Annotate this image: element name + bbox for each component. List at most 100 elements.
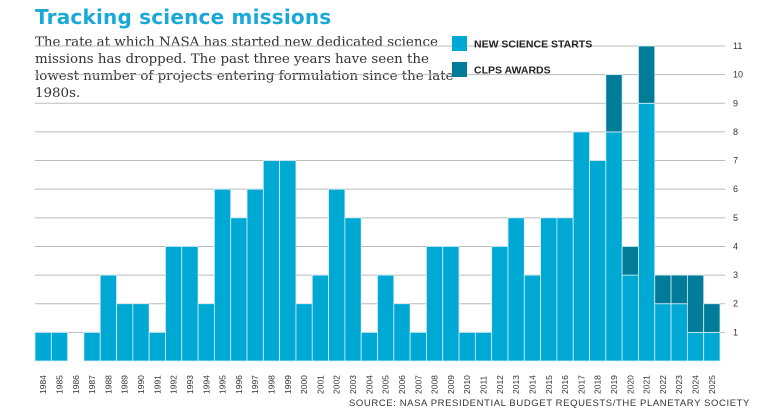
x-tick-label: 1987 xyxy=(87,375,97,394)
x-tick-label: 2000 xyxy=(299,375,309,394)
y-tick-label: 7 xyxy=(733,156,738,166)
legend-label: CLPS AWARDS xyxy=(474,65,551,77)
bar-new-science-starts-2009 xyxy=(442,246,460,362)
bar-new-science-starts-1998 xyxy=(262,160,281,362)
x-tick-label: 1999 xyxy=(283,375,293,394)
x-tick-label: 1996 xyxy=(234,375,244,394)
bar-new-science-starts-1989 xyxy=(116,303,134,362)
x-tick-label: 1986 xyxy=(71,375,81,394)
bar-new-science-starts-2000 xyxy=(295,303,313,362)
bar-new-science-starts-1985 xyxy=(50,331,69,362)
bar-new-science-starts-1991 xyxy=(148,331,166,362)
y-tick-label: 9 xyxy=(733,98,738,108)
bar-new-science-starts-2004 xyxy=(360,331,378,362)
x-tick-label: 2010 xyxy=(462,375,472,394)
x-tick-label: 2005 xyxy=(381,375,391,394)
legend-label: NEW SCIENCE STARTS xyxy=(474,39,592,51)
y-tick-label: 6 xyxy=(733,184,738,194)
x-tick-label: 2015 xyxy=(544,375,554,394)
x-tick-label: 2018 xyxy=(593,375,603,394)
bar-new-science-starts-1993 xyxy=(181,246,199,362)
bar-new-science-starts-1996 xyxy=(230,217,248,362)
x-tick-label: 2014 xyxy=(527,375,537,394)
x-tick-label: 2016 xyxy=(560,375,570,394)
x-tick-label: 1988 xyxy=(103,375,113,394)
bar-new-science-starts-2001 xyxy=(311,274,329,362)
bar-new-science-starts-2020 xyxy=(621,274,639,362)
bar-new-science-starts-1987 xyxy=(83,331,101,362)
x-tick-label: 1989 xyxy=(120,375,130,394)
bar-new-science-starts-2014 xyxy=(523,274,541,362)
chart-title: Tracking science missions xyxy=(35,5,332,29)
x-tick-label: 2001 xyxy=(315,375,325,394)
x-tick-label: 2012 xyxy=(495,375,505,394)
x-tick-label: 2022 xyxy=(658,375,668,394)
bar-new-science-starts-2019 xyxy=(605,131,623,362)
bar-clps-awards-2022 xyxy=(654,274,672,305)
x-tick-label: 2002 xyxy=(332,375,342,394)
x-tick-label: 2013 xyxy=(511,375,521,394)
bar-new-science-starts-2024 xyxy=(686,331,705,362)
x-tick-label: 2017 xyxy=(576,375,586,394)
x-tick-label: 1991 xyxy=(152,375,162,394)
bar-new-science-starts-2025 xyxy=(703,331,721,362)
x-tick-label: 2019 xyxy=(609,375,619,394)
x-tick-label: 2025 xyxy=(707,375,717,394)
y-tick-label: 8 xyxy=(733,127,738,137)
legend-swatch xyxy=(452,62,467,77)
bar-new-science-starts-2016 xyxy=(556,217,574,362)
y-tick-label: 11 xyxy=(733,41,742,51)
bar-new-science-starts-2008 xyxy=(426,246,444,362)
bar-new-science-starts-1999 xyxy=(279,160,297,362)
x-tick-label: 1993 xyxy=(185,375,195,394)
bar-new-science-starts-1990 xyxy=(132,303,150,362)
bar-new-science-starts-2007 xyxy=(409,331,427,362)
x-tick-label: 2006 xyxy=(397,375,407,394)
bar-new-science-starts-1997 xyxy=(246,188,264,362)
y-tick-label: 10 xyxy=(733,70,743,80)
bar-clps-awards-2021 xyxy=(638,45,656,104)
x-tick-label: 1998 xyxy=(266,375,276,394)
source-note: SOURCE: NASA PRESIDENTIAL BUDGET REQUEST… xyxy=(349,398,750,409)
bar-new-science-starts-2003 xyxy=(344,217,362,362)
x-tick-label: 2011 xyxy=(479,375,489,394)
x-tick-label: 1994 xyxy=(201,375,211,394)
x-tick-label: 1992 xyxy=(169,375,179,394)
x-tick-label: 1985 xyxy=(54,375,64,394)
bar-new-science-starts-2018 xyxy=(589,160,607,362)
bar-clps-awards-2024 xyxy=(686,274,705,333)
x-tick-label: 2009 xyxy=(446,375,456,394)
x-tick-label: 2004 xyxy=(364,375,374,394)
y-tick-label: 1 xyxy=(733,327,738,337)
bar-new-science-starts-1995 xyxy=(214,188,232,362)
x-tick-label: 2008 xyxy=(430,375,440,394)
x-tick-label: 2020 xyxy=(625,375,635,394)
bar-new-science-starts-2010 xyxy=(458,331,476,362)
y-tick-label: 3 xyxy=(733,270,738,280)
bar-new-science-starts-2011 xyxy=(474,331,493,362)
bar-new-science-starts-1984 xyxy=(34,331,52,362)
bar-clps-awards-2023 xyxy=(670,274,688,305)
x-tick-label: 1997 xyxy=(250,375,260,394)
bar-new-science-starts-1994 xyxy=(197,303,215,362)
bar-clps-awards-2025 xyxy=(703,303,721,333)
legend-swatch xyxy=(452,36,467,51)
x-tick-label: 1995 xyxy=(218,375,228,394)
bar-new-science-starts-2022 xyxy=(654,303,672,362)
y-tick-label: 5 xyxy=(733,213,738,223)
y-tick-label: 4 xyxy=(733,241,738,251)
bar-clps-awards-2020 xyxy=(621,246,639,276)
x-tick-label: 2023 xyxy=(674,375,684,394)
bar-new-science-starts-1992 xyxy=(165,246,183,362)
x-tick-label: 2024 xyxy=(691,375,701,394)
bar-new-science-starts-1988 xyxy=(99,274,117,362)
bar-new-science-starts-2005 xyxy=(377,274,395,362)
bar-new-science-starts-2023 xyxy=(670,303,688,362)
bar-new-science-starts-2006 xyxy=(393,303,411,362)
x-tick-label: 2021 xyxy=(642,375,652,394)
bar-new-science-starts-2017 xyxy=(572,131,590,362)
x-tick-label: 2007 xyxy=(413,375,423,394)
bar-new-science-starts-2021 xyxy=(638,102,656,362)
x-tick-label: 1990 xyxy=(136,375,146,394)
